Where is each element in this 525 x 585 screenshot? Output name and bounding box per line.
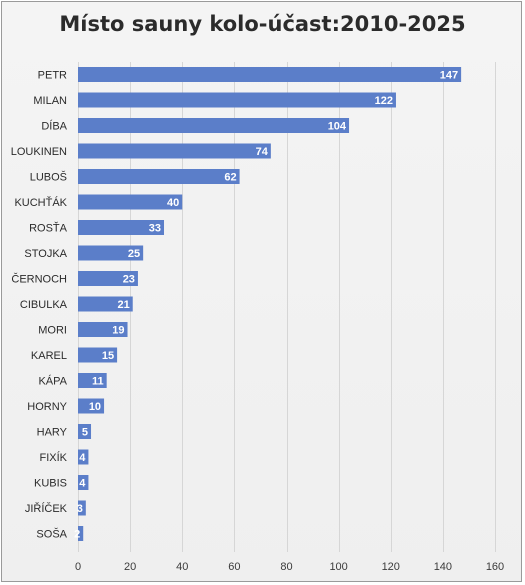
data-label: 3 xyxy=(77,503,83,515)
data-label: 4 xyxy=(79,452,86,464)
grid-layer xyxy=(78,62,496,552)
bar xyxy=(78,500,86,516)
bar xyxy=(78,424,92,439)
category-label: MORI xyxy=(38,325,67,337)
bar xyxy=(78,194,183,210)
category-label: STOJKA xyxy=(24,248,67,260)
category-label: FIXÍK xyxy=(39,451,67,464)
data-label: 19 xyxy=(112,325,124,337)
x-tick-label: 160 xyxy=(486,561,504,573)
bar xyxy=(78,347,118,363)
data-label: 33 xyxy=(149,223,161,235)
data-label: 74 xyxy=(256,146,269,158)
data-label: 40 xyxy=(167,197,179,209)
data-label: 62 xyxy=(224,172,236,184)
category-label: KÁPA xyxy=(38,375,67,388)
data-label: 5 xyxy=(82,427,88,439)
category-label: LOUKINEN xyxy=(11,146,67,158)
bar xyxy=(78,92,396,108)
category-label: MILAN xyxy=(33,95,67,107)
chart-title: Místo sauny kolo-účast:2010-2025 xyxy=(59,12,466,36)
bar xyxy=(78,373,107,388)
x-tick-label: 20 xyxy=(124,561,136,573)
category-label: KUCHŤÁK xyxy=(14,196,67,209)
x-tick-label: 80 xyxy=(280,561,292,573)
category-label: KUBIS xyxy=(34,478,67,490)
x-tick-label: 120 xyxy=(382,561,400,573)
bar xyxy=(78,220,165,235)
bar xyxy=(78,296,133,312)
data-label: 15 xyxy=(102,350,114,362)
x-tick-label: 60 xyxy=(228,561,240,573)
bar xyxy=(78,398,105,414)
x-tick-label: 40 xyxy=(176,561,188,573)
category-label: PETR xyxy=(38,70,67,82)
bar xyxy=(78,118,350,133)
x-tick-label: 140 xyxy=(434,561,452,573)
bar xyxy=(78,67,462,82)
label-layer: 0 20 40 60 80 100 120 140 160 PETR 147 MILAN 122 DÍBA… xyxy=(11,70,504,574)
bar xyxy=(78,475,89,490)
category-label: HORNY xyxy=(27,401,67,413)
x-tick-label: 0 xyxy=(75,561,81,573)
category-label: SOŠA xyxy=(36,528,67,541)
bar xyxy=(78,526,84,541)
data-label: 147 xyxy=(440,70,458,82)
category-label: JIŘÍČEK xyxy=(25,502,68,515)
data-label: 2 xyxy=(74,529,80,541)
category-label: CIBULKA xyxy=(20,299,68,311)
bar xyxy=(78,322,128,337)
bar-layer xyxy=(78,67,462,541)
data-label: 10 xyxy=(89,401,101,413)
data-label: 4 xyxy=(79,478,86,490)
data-label: 21 xyxy=(117,299,129,311)
data-label: 11 xyxy=(92,376,104,388)
data-label: 25 xyxy=(128,248,140,260)
bar xyxy=(78,143,271,159)
bar xyxy=(78,271,138,286)
category-label: LUBOŠ xyxy=(30,171,67,184)
bar xyxy=(78,169,240,184)
x-tick-label: 100 xyxy=(329,561,347,573)
bar xyxy=(78,449,89,465)
category-label: ČERNOCH xyxy=(11,273,67,286)
category-label: ROSŤA xyxy=(29,222,68,235)
data-label: 23 xyxy=(123,274,135,286)
data-label: 104 xyxy=(328,121,347,133)
category-label: KAREL xyxy=(31,350,67,362)
category-label: DÍBA xyxy=(41,120,67,133)
category-label: HARY xyxy=(37,427,68,439)
bar xyxy=(78,245,144,261)
data-label: 122 xyxy=(375,95,393,107)
